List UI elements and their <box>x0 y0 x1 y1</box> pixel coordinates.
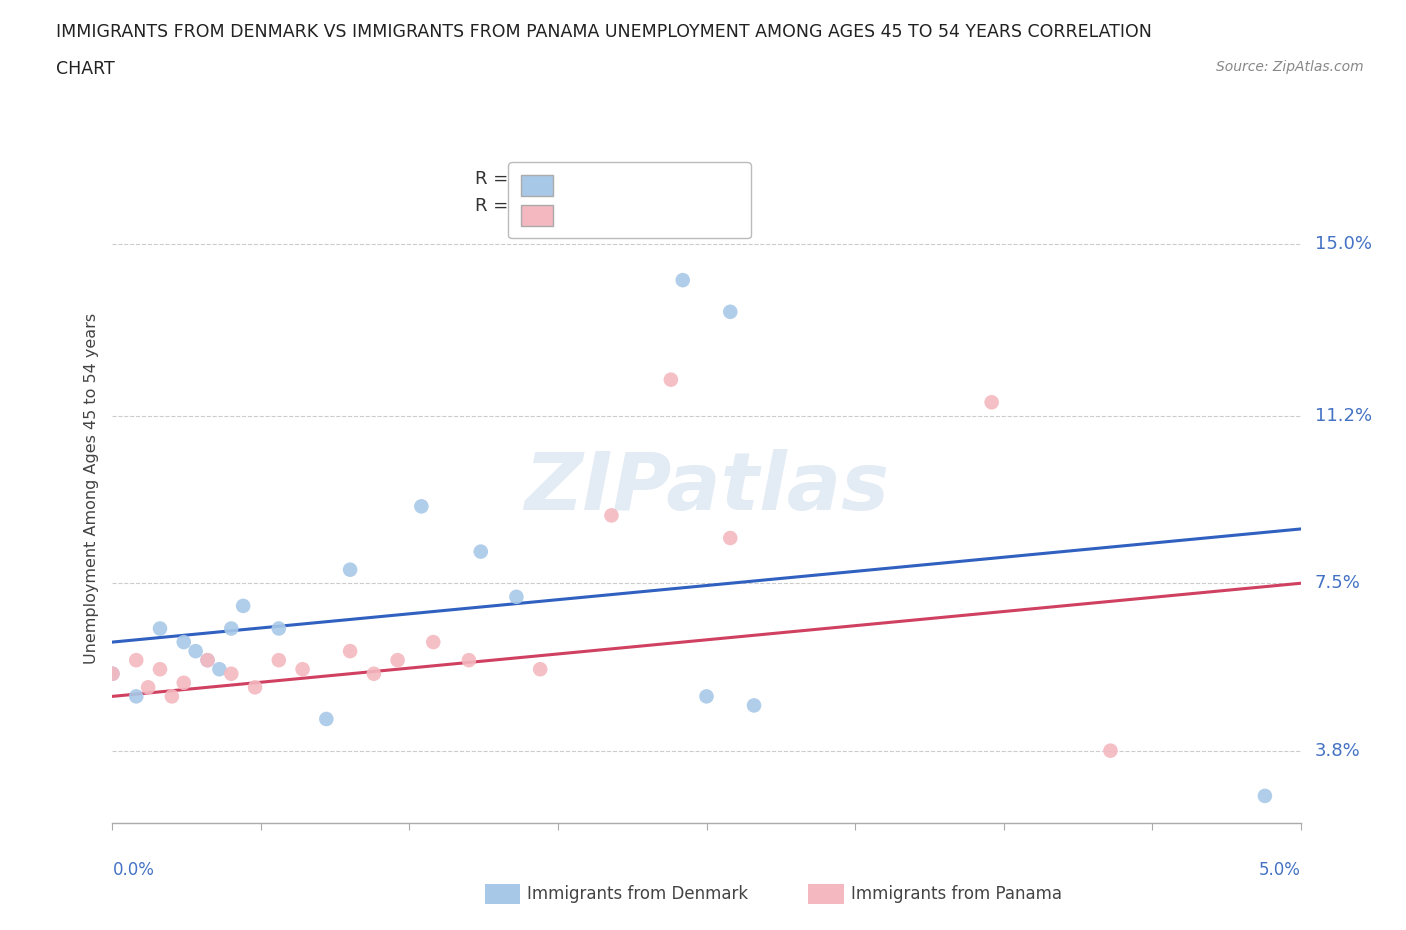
Point <box>125 653 148 668</box>
Point <box>197 653 219 668</box>
Point <box>529 662 551 677</box>
Point <box>267 653 290 668</box>
Point <box>184 644 207 658</box>
Text: IMMIGRANTS FROM DENMARK VS IMMIGRANTS FROM PANAMA UNEMPLOYMENT AMONG AGES 45 TO : IMMIGRANTS FROM DENMARK VS IMMIGRANTS FR… <box>56 23 1152 41</box>
Text: 0.176: 0.176 <box>515 197 565 215</box>
Point <box>149 621 172 636</box>
Y-axis label: Unemployment Among Ages 45 to 54 years: Unemployment Among Ages 45 to 54 years <box>84 312 100 664</box>
Text: 19: 19 <box>606 170 630 188</box>
Point <box>101 666 124 681</box>
Point <box>659 372 682 387</box>
Text: 0.175: 0.175 <box>515 170 565 188</box>
Point <box>363 666 385 681</box>
Text: CHART: CHART <box>56 60 115 78</box>
Point <box>243 680 266 695</box>
Point <box>339 563 361 578</box>
Point <box>742 698 765 713</box>
Point <box>1099 743 1122 758</box>
Point <box>600 508 623 523</box>
Point <box>267 621 290 636</box>
Point <box>125 689 148 704</box>
Text: N =: N = <box>567 170 617 188</box>
Text: N =: N = <box>567 197 617 215</box>
Text: Immigrants from Panama: Immigrants from Panama <box>851 884 1062 903</box>
Legend: R = 0.175   N = 19, R = 0.176   N = 22: R = 0.175 N = 19, R = 0.176 N = 22 <box>508 163 751 238</box>
Point <box>173 675 195 690</box>
Point <box>980 395 1002 410</box>
Point <box>315 711 337 726</box>
Point <box>101 666 124 681</box>
Text: 3.8%: 3.8% <box>1315 741 1361 760</box>
Point <box>291 662 314 677</box>
Text: 5.0%: 5.0% <box>1258 860 1301 879</box>
Text: 11.2%: 11.2% <box>1315 406 1372 425</box>
Point <box>232 598 254 613</box>
Point <box>470 544 492 559</box>
Text: ZIPatlas: ZIPatlas <box>524 449 889 527</box>
Text: 22: 22 <box>606 197 630 215</box>
Point <box>718 531 741 546</box>
Point <box>173 634 195 649</box>
Text: R =: R = <box>475 197 513 215</box>
Point <box>149 662 172 677</box>
Point <box>387 653 409 668</box>
Point <box>718 304 741 319</box>
Point <box>505 590 527 604</box>
Text: Source: ZipAtlas.com: Source: ZipAtlas.com <box>1216 60 1364 74</box>
Point <box>219 621 243 636</box>
Point <box>1254 789 1277 804</box>
Point <box>422 634 444 649</box>
Text: 15.0%: 15.0% <box>1315 235 1372 253</box>
Point <box>136 680 159 695</box>
Point <box>160 689 183 704</box>
Point <box>219 666 243 681</box>
Point <box>197 653 219 668</box>
Point <box>339 644 361 658</box>
Point <box>672 272 695 287</box>
Text: 0.0%: 0.0% <box>112 860 155 879</box>
Point <box>411 498 433 513</box>
Text: R =: R = <box>475 170 513 188</box>
Point <box>458 653 481 668</box>
Point <box>208 662 231 677</box>
Text: Immigrants from Denmark: Immigrants from Denmark <box>527 884 748 903</box>
Point <box>696 689 718 704</box>
Text: 7.5%: 7.5% <box>1315 574 1361 592</box>
